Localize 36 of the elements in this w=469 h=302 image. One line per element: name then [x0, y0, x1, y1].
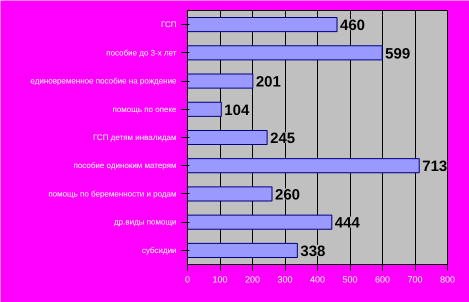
- bar: [188, 158, 420, 174]
- y-tick-label: др.виды помощи: [114, 218, 177, 227]
- data-label: 460: [340, 17, 366, 34]
- x-tick-label: 300: [277, 274, 293, 284]
- bar: [188, 74, 254, 89]
- y-tick-label: единовременное пособие на рождение: [30, 76, 178, 86]
- bar: [188, 17, 338, 32]
- y-tick-label: пособие до 3-х лет: [106, 48, 177, 58]
- y-tick-label: ГСП: [161, 20, 177, 30]
- bar: [188, 45, 383, 60]
- y-tick-label: субсидии: [142, 246, 176, 255]
- bar: [188, 130, 268, 146]
- bar: [188, 186, 272, 202]
- x-tick-label: 700: [407, 274, 423, 284]
- data-label: 444: [334, 214, 360, 232]
- bar: [188, 214, 332, 230]
- y-tick-label: помощь по опеке: [112, 104, 178, 114]
- data-label: 599: [385, 45, 410, 62]
- data-label: 713: [422, 158, 448, 176]
- x-tick-label: 200: [244, 274, 260, 284]
- data-label: 201: [256, 74, 281, 91]
- bar: [188, 102, 222, 117]
- x-tick-label: 0: [184, 274, 190, 284]
- bar: [188, 242, 298, 258]
- x-tick-label: 500: [342, 274, 358, 284]
- data-label: 245: [270, 130, 296, 147]
- x-tick-label: 600: [374, 274, 390, 284]
- y-tick-label: ГСП детям инвалидам: [92, 133, 177, 142]
- y-tick-label: пособие одиноким матерям: [74, 161, 176, 170]
- x-tick-label: 400: [310, 274, 326, 284]
- x-tick-label: 100: [212, 274, 228, 284]
- data-label: 104: [224, 102, 250, 119]
- x-tick-label: 800: [440, 274, 456, 284]
- data-label: 338: [300, 242, 326, 260]
- data-label: 260: [275, 186, 300, 204]
- y-tick-label: помощь по беременности и родам: [48, 189, 177, 198]
